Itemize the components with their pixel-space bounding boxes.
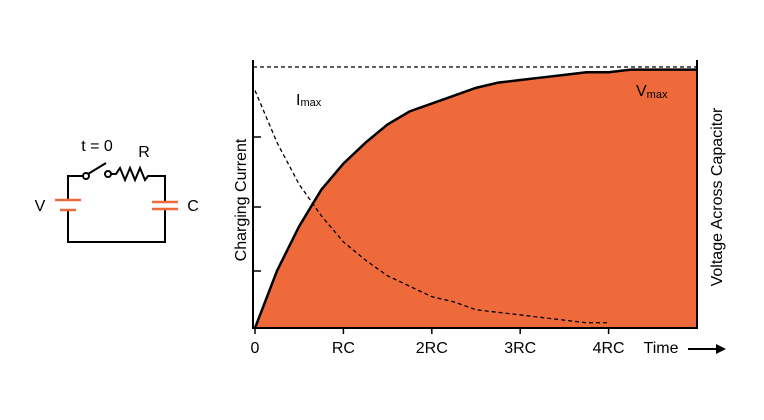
x-tick-label: 3RC (504, 340, 536, 357)
annotation-sub: max (300, 97, 321, 109)
resistor-label: R (138, 144, 150, 161)
wire (150, 175, 166, 202)
annotation-text: V (636, 83, 647, 100)
x-tick-label: 2RC (416, 340, 448, 357)
switch-contact (82, 172, 90, 180)
circuit (55, 162, 178, 243)
switch-contact (104, 170, 112, 178)
wire (67, 175, 83, 200)
y-axis-label: Charging Current (233, 138, 250, 261)
source-label: V (35, 198, 46, 215)
plot: 0 RC 2RC 3RC 4RC (251, 60, 698, 357)
capacitor-label: C (187, 198, 199, 215)
annotation-vmax: Vmax (636, 83, 668, 101)
arrow-head (716, 344, 726, 354)
x-axis-label: Time (644, 340, 679, 357)
area (255, 69, 697, 329)
y2-axis-label: Voltage Across Capacitor (709, 107, 726, 286)
arrow (688, 344, 726, 354)
x-tick-label: RC (332, 340, 355, 357)
switch-lever (87, 162, 107, 175)
switch-label: t = 0 (81, 138, 113, 155)
annotation-sub: max (647, 89, 668, 101)
wire (67, 209, 166, 243)
annotation-text: I (296, 92, 300, 109)
resistor (111, 165, 150, 183)
x-tick-label: 0 (251, 340, 260, 357)
annotation-imax: Imax (296, 92, 322, 109)
area-edge (253, 68, 697, 329)
line (254, 90, 609, 324)
x-tick-label: 4RC (593, 340, 625, 357)
